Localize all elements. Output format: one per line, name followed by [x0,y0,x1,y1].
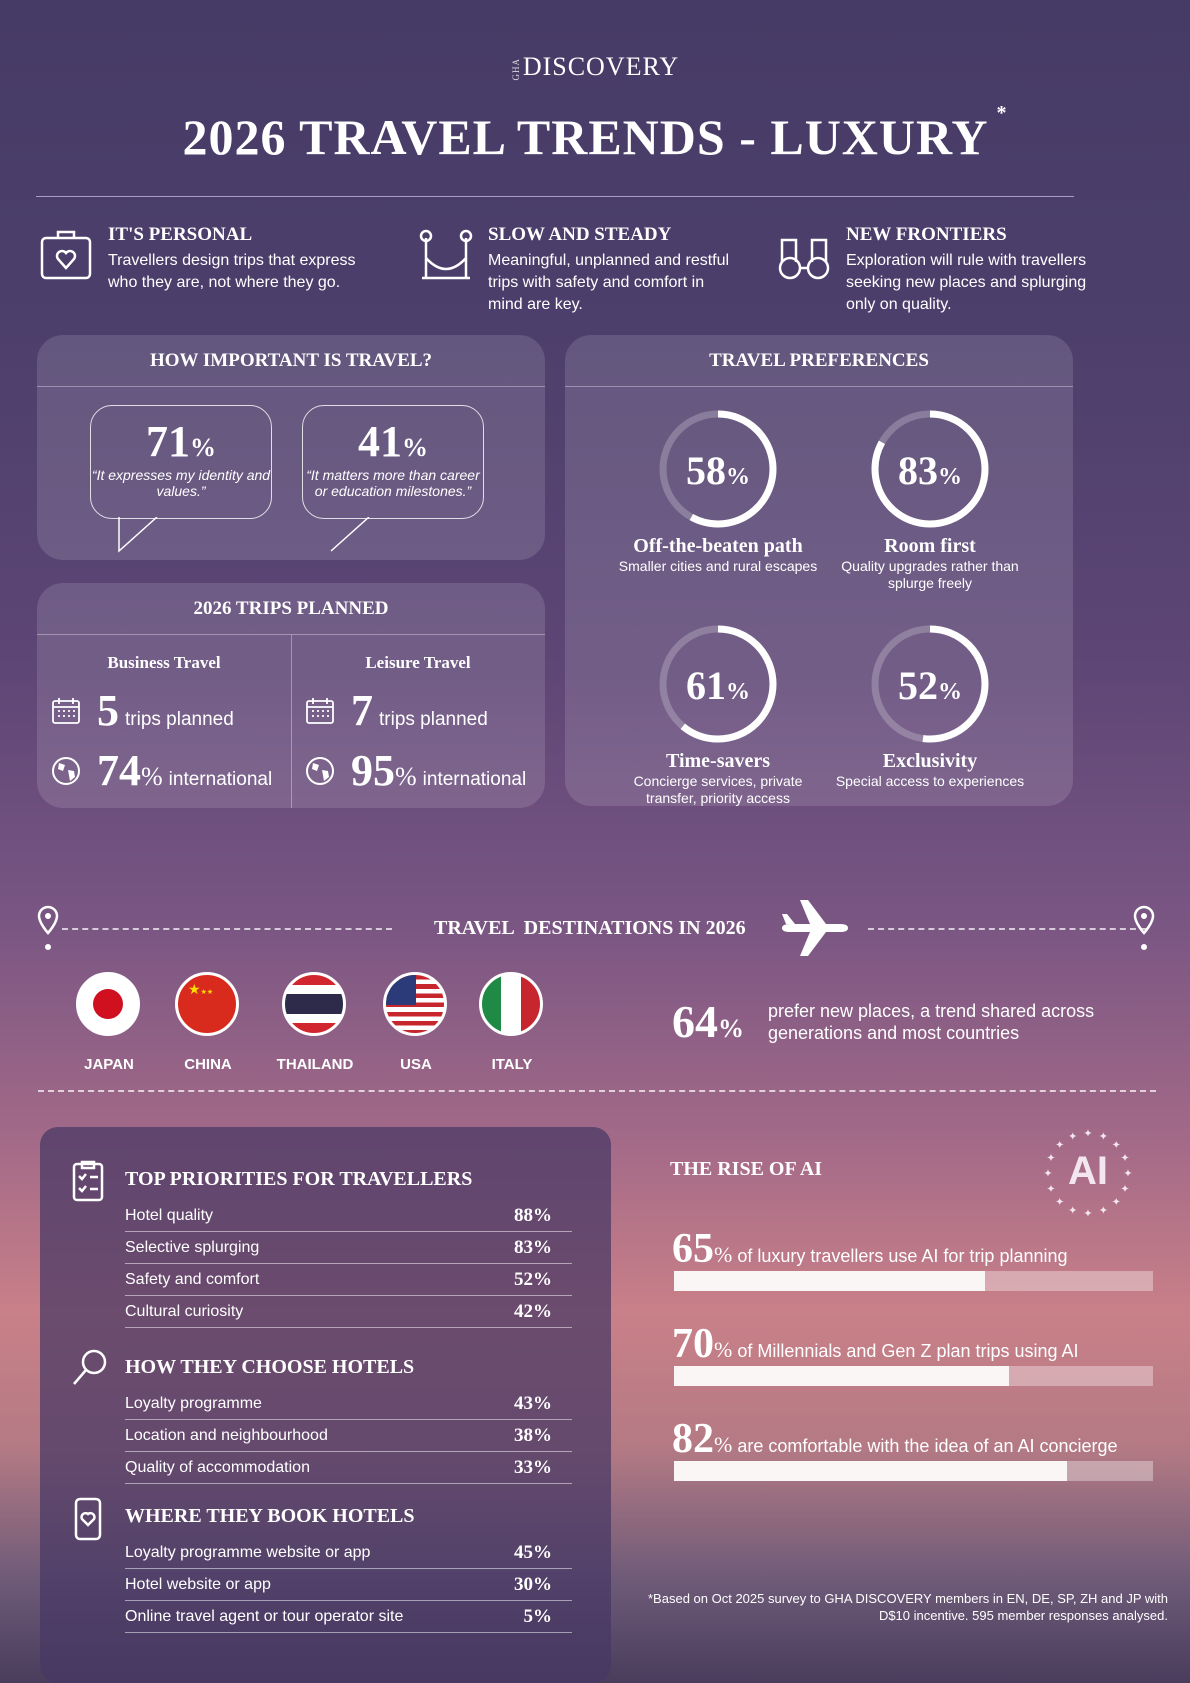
bubble-tail [118,517,158,553]
preference-ring: 58% Off-the-beaten path Smaller cities an… [618,407,818,575]
divider [36,196,1074,197]
ring-fill [871,410,989,528]
priority-row: Selective splurging 83% [125,1232,572,1264]
svg-text:✦: ✦ [1123,1168,1132,1180]
dashed-divider [38,1090,1156,1092]
globe-icon [52,756,80,785]
ai-progress-bar [674,1461,1153,1481]
footnote: *Based on Oct 2025 survey to GHA DISCOVE… [648,1591,1168,1623]
feature-frontiers: NEW FRONTIERS Exploration will rule with … [776,224,1096,316]
location-pin-icon [1133,905,1155,950]
japan-flag-icon [76,972,140,1036]
svg-text:✦: ✦ [1112,1140,1121,1152]
importance-panel: HOW IMPORTANT IS TRAVEL? 71% “It expresse… [37,335,545,560]
globe-icon [306,756,334,785]
progress-ring [871,410,989,528]
ai-stat: 65% of luxury travellers use AI for trip… [672,1226,1068,1272]
progress-ring [659,625,777,743]
airplane-icon [782,900,848,956]
svg-text:✦: ✦ [1120,1153,1129,1165]
preference-ring: 52% Exclusivity Special access to experie… [830,622,1030,790]
svg-text:✦: ✦ [1068,1131,1077,1143]
checklist-icon [72,1160,104,1202]
china-flag-icon: ★★★ [175,972,239,1036]
dashed-divider [62,928,392,930]
priority-row: Loyalty programme 43% [125,1388,572,1420]
binoculars-icon [778,238,830,280]
business-travel: Business Travel 5 trips planned 74% intern… [37,635,291,808]
feature-slow: SLOW AND STEADY Meaningful, unplanned and… [418,224,738,316]
priorities-panel [40,1127,611,1683]
magnifier-icon [73,1349,107,1385]
priorities-section-title: TOP PRIORITIES FOR TRAVELLERS [125,1168,473,1190]
ai-stat: 70% of Millennials and Gen Z plan trips … [672,1321,1079,1367]
priorities-section-title: HOW THEY CHOOSE HOTELS [125,1356,415,1378]
priority-row: Loyalty programme website or app 45% [125,1537,572,1569]
italy-flag-icon [479,972,543,1036]
new-places-stat: 64% [672,996,744,1047]
country-label: USA [400,1056,432,1073]
stat-bubble: 41% “It matters more than career or educa… [302,405,484,519]
trips-panel: 2026 TRIPS PLANNED Business Travel 5 trip… [37,583,545,808]
suitcase-heart-icon [40,230,92,280]
country-label: CHINA [184,1056,232,1073]
bar-fill [674,1461,1067,1481]
ring-fill [659,625,777,743]
ai-badge-icon: ✦ ✦ ✦ ✦ ✦ ✦ ✦ ✦ ✦ ✦ ✦ ✦ ✦ ✦ ✦ ✦ AI [1043,1128,1133,1220]
svg-text:✦: ✦ [1046,1153,1055,1165]
preference-ring: 61% Time-savers Concierge services, priva… [618,622,818,807]
priorities-section-title: WHERE THEY BOOK HOTELS [125,1505,415,1527]
thailand-flag-icon [282,972,346,1036]
page-title: 2026 TRAVEL TRENDS - LUXURY * [182,102,1008,165]
country-label: ITALY [491,1056,533,1073]
progress-ring [871,625,989,743]
divider [291,635,292,808]
hammock-icon [419,229,473,280]
svg-text:✦: ✦ [1055,1196,1064,1208]
new-places-text: prefer new places, a trend shared across… [768,1001,1095,1043]
usa-flag-icon [383,972,447,1036]
ai-progress-bar [674,1271,1153,1291]
svg-text:✦: ✦ [1055,1140,1064,1152]
stat-bubble: 71% “It expresses my identity and values.… [90,405,272,519]
svg-text:✦: ✦ [1120,1183,1129,1195]
preference-ring: 83% Room first Quality upgrades rather th… [830,407,1030,592]
priority-row: Cultural curiosity 42% [125,1296,572,1328]
svg-text:✦: ✦ [1112,1196,1121,1208]
priority-row: Hotel website or app 30% [125,1569,572,1601]
priority-row: Safety and comfort 52% [125,1264,572,1296]
svg-text:✦: ✦ [1099,1131,1108,1143]
brand-logo: GHADISCOVERY [510,52,680,81]
svg-text:✦: ✦ [1083,1208,1092,1220]
calendar-icon [306,697,334,724]
country-label: JAPAN [84,1056,134,1073]
ai-progress-bar [674,1366,1153,1386]
ai-header: THE RISE OF AI [670,1158,823,1180]
svg-text:✦: ✦ [1043,1168,1052,1180]
priority-row: Online travel agent or tour operator sit… [125,1601,572,1633]
svg-text:✦: ✦ [1083,1128,1092,1140]
ai-stat: 82% are comfortable with the idea of an … [672,1416,1118,1462]
ring-fill [871,625,989,743]
calendar-icon [52,697,80,724]
dashed-divider [868,928,1146,930]
bar-fill [674,1271,986,1291]
progress-ring [659,410,777,528]
priority-row: Hotel quality 88% [125,1200,572,1232]
feature-personal: IT'S PERSONAL Travellers design trips tha… [38,224,358,294]
preferences-panel: TRAVEL PREFERENCES 58% Off-the-beaten pa… [565,335,1073,806]
svg-text:✦: ✦ [1046,1183,1055,1195]
priority-row: Quality of accommodation 33% [125,1452,572,1484]
bar-fill [674,1366,1010,1386]
phone-heart-icon [74,1497,102,1541]
priority-row: Location and neighbourhood 38% [125,1420,572,1452]
ring-fill [659,410,777,528]
svg-text:✦: ✦ [1099,1205,1108,1217]
destinations-header: TRAVEL DESTINATIONS IN 2026 [434,917,746,939]
svg-text:✦: ✦ [1068,1205,1077,1217]
leisure-travel: Leisure Travel 7 trips planned 95% interna… [291,635,545,808]
bubble-tail [330,517,370,552]
country-label: THAILAND [276,1056,354,1073]
location-pin-icon [37,905,59,950]
